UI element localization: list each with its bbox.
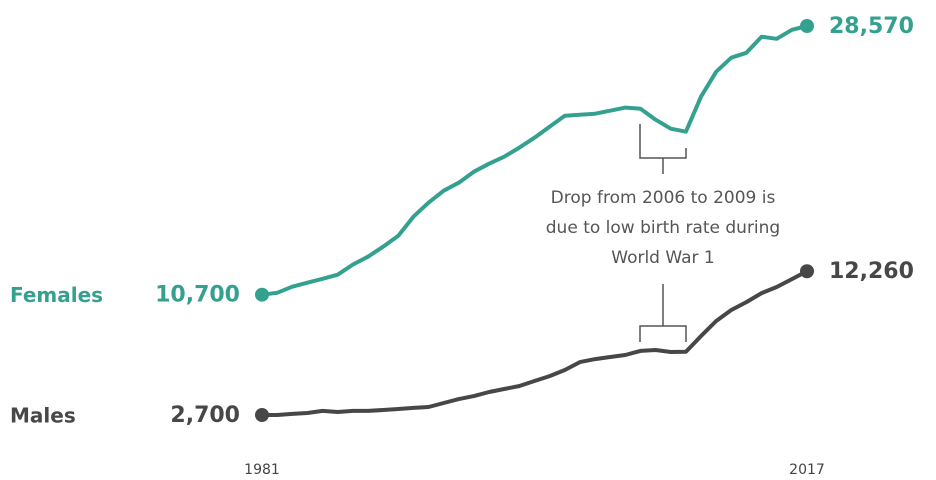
series-label: Males [10, 404, 76, 428]
end-point [255, 287, 269, 302]
line [262, 269, 808, 417]
end-point [800, 19, 814, 33]
x-tick-label: 2017 [789, 462, 825, 478]
value-label: 10,700 [155, 283, 240, 308]
annotation: World War 1 [611, 248, 714, 268]
x-tick-label: 1981 [244, 462, 280, 478]
bracket-bottom [639, 284, 687, 342]
end-point [255, 408, 269, 422]
value-label: 28,570 [829, 14, 914, 39]
line [261, 24, 808, 297]
annotation: due to low birth rate during [546, 218, 780, 238]
annotation-brackets [639, 124, 687, 342]
bracket-top [639, 124, 687, 174]
value-label: 2,700 [170, 403, 240, 428]
end-point [800, 264, 814, 279]
series-label: Females [10, 283, 103, 307]
annotation: Drop from 2006 to 2009 is [551, 188, 776, 208]
value-label: 12,260 [829, 259, 914, 284]
